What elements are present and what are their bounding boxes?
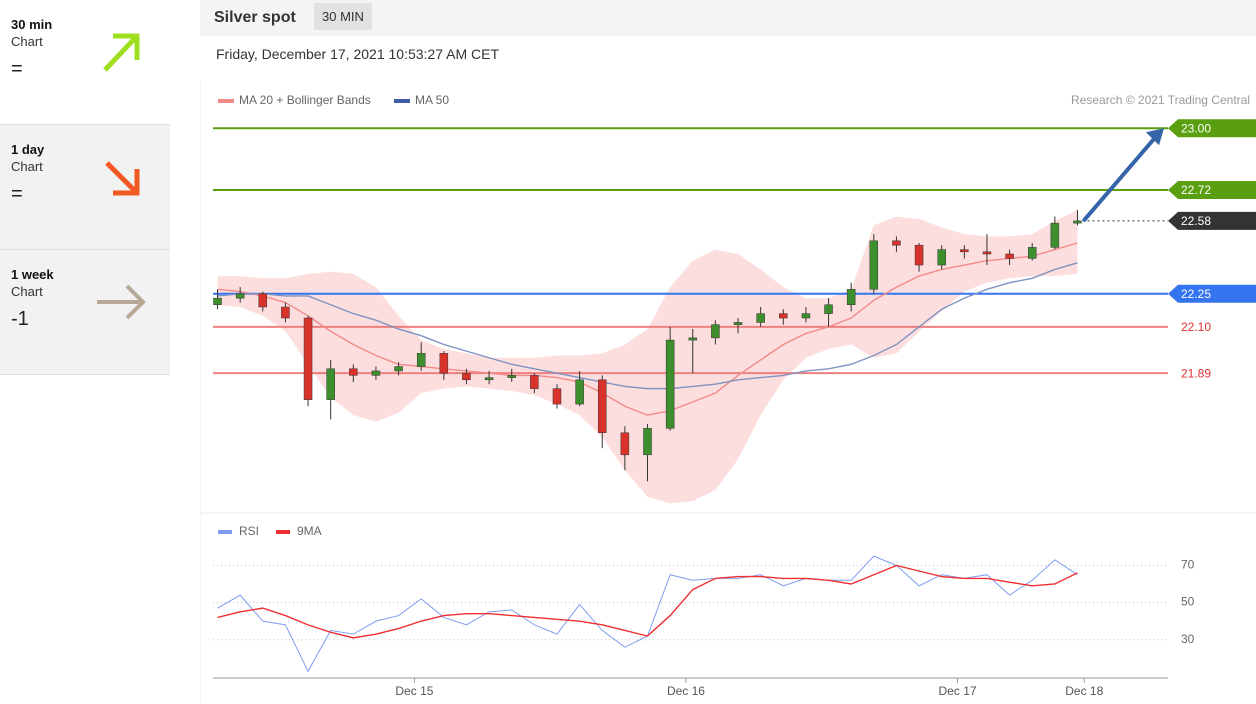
candle-body bbox=[213, 297, 222, 306]
candle-body bbox=[416, 353, 426, 367]
candle-body bbox=[530, 375, 539, 389]
candle-body bbox=[824, 304, 833, 314]
line-series bbox=[217, 564, 1078, 639]
y-tick-label: 50 bbox=[1181, 595, 1195, 609]
ma-line bbox=[217, 242, 1078, 416]
y-tick-label: 70 bbox=[1181, 558, 1195, 572]
signal: = bbox=[11, 183, 23, 205]
signal-card[interactable]: 30 min Chart = bbox=[0, 0, 170, 125]
candle-body bbox=[914, 244, 924, 266]
candle-body bbox=[779, 313, 788, 319]
timeframe[interactable]: 30 MIN bbox=[314, 3, 372, 30]
candle-body bbox=[552, 388, 562, 405]
signal: -1 bbox=[11, 308, 29, 330]
candle-body bbox=[801, 313, 811, 319]
signal-card[interactable]: 1 day Chart = bbox=[0, 125, 170, 250]
date: Friday, December 17, 2021 10:53:27 AM CE… bbox=[216, 46, 499, 62]
candle-body bbox=[371, 370, 381, 376]
candle-body bbox=[733, 322, 743, 325]
level-tag bbox=[1168, 181, 1256, 200]
level-label: 21.89 bbox=[1181, 366, 1211, 380]
candle-body bbox=[688, 337, 698, 341]
credit: Research © 2021 Trading Central bbox=[1071, 93, 1250, 107]
x-tick-label: Dec 15 bbox=[395, 684, 433, 698]
ma-line bbox=[217, 262, 1078, 390]
bollinger-band bbox=[217, 209, 1078, 504]
candle-body bbox=[643, 428, 652, 456]
x-tick-label: Dec 16 bbox=[667, 684, 705, 698]
level-tag bbox=[1168, 119, 1256, 138]
candle-body bbox=[1050, 222, 1060, 248]
candle-body bbox=[258, 293, 268, 308]
arrow-up bbox=[103, 33, 140, 72]
candle-body bbox=[507, 375, 516, 378]
candle-body bbox=[1027, 247, 1037, 259]
candle-body bbox=[349, 368, 358, 376]
candle-body bbox=[303, 317, 313, 400]
candle-body bbox=[1005, 253, 1014, 259]
level-label: 22.58 bbox=[1181, 214, 1211, 228]
x-tick-label: Dec 17 bbox=[939, 684, 977, 698]
title: Silver spot bbox=[214, 9, 296, 26]
legend-label: RSI bbox=[239, 524, 259, 538]
candle-body bbox=[326, 368, 335, 400]
header: Silver spot 30 MIN bbox=[200, 0, 1256, 36]
candle-body bbox=[439, 353, 449, 374]
chart: 23.00 22.72 22.58 22.25 22.10 21.89 MA 20 + Bo… bbox=[200, 80, 1256, 704]
period: 30 min bbox=[11, 17, 53, 32]
candle-body bbox=[982, 251, 992, 255]
arrow-right bbox=[97, 284, 146, 320]
candle-body bbox=[960, 249, 969, 253]
candle-body bbox=[665, 339, 675, 429]
forecast-arrow bbox=[1081, 132, 1160, 223]
candle-body bbox=[892, 240, 901, 246]
candle-body bbox=[575, 379, 584, 405]
candle-body bbox=[484, 377, 494, 381]
level-label: 22.72 bbox=[1181, 183, 1211, 197]
candle-body bbox=[235, 293, 245, 299]
candle-body bbox=[620, 432, 630, 456]
candle-body bbox=[597, 379, 607, 434]
candle-body bbox=[394, 366, 403, 372]
signal: = bbox=[11, 58, 23, 80]
forecast-arrowhead bbox=[1146, 128, 1164, 146]
card-label: Chart bbox=[11, 159, 43, 174]
candle-body bbox=[711, 324, 720, 339]
candle-body bbox=[281, 306, 290, 319]
level-tag bbox=[1168, 284, 1256, 303]
card-label: Chart bbox=[11, 34, 43, 49]
x-tick-label: Dec 18 bbox=[1065, 684, 1103, 698]
candle-body bbox=[937, 249, 946, 266]
period: 1 day bbox=[11, 142, 45, 157]
candle-body bbox=[869, 240, 879, 290]
legend-label: MA 50 bbox=[415, 93, 449, 107]
signal-card[interactable]: 1 week Chart -1 bbox=[0, 250, 170, 375]
arrow-down bbox=[105, 161, 140, 196]
period: 1 week bbox=[11, 267, 54, 282]
candle-body bbox=[756, 313, 765, 323]
sidebar: 30 min Chart = 1 day Chart = 1 week Char… bbox=[0, 0, 170, 375]
level-label: 22.25 bbox=[1181, 287, 1211, 301]
card-label: Chart bbox=[11, 284, 43, 299]
level-label: 23.00 bbox=[1181, 121, 1211, 135]
candle-body bbox=[462, 372, 471, 381]
y-tick-label: 30 bbox=[1181, 632, 1195, 646]
level-label: 22.10 bbox=[1181, 320, 1211, 334]
legend-label: 9MA bbox=[297, 524, 322, 538]
candle-body bbox=[846, 289, 856, 306]
level-tag bbox=[1168, 211, 1256, 230]
line-series bbox=[217, 555, 1078, 673]
legend-label: MA 20 + Bollinger Bands bbox=[239, 93, 371, 107]
candle-body bbox=[1073, 220, 1082, 224]
